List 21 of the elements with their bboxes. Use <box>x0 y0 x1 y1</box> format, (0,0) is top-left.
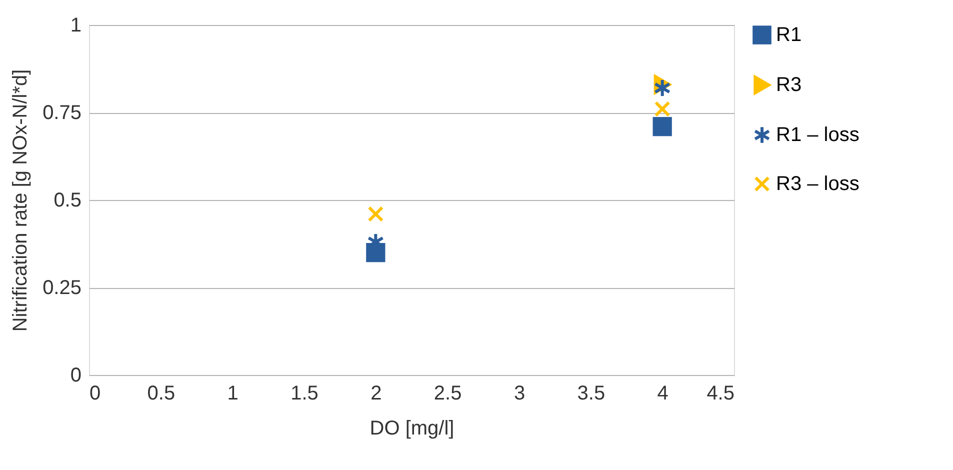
y-tick-label: 1 <box>70 14 82 36</box>
legend-label: R1 <box>776 24 802 46</box>
x-tick-label: 1.5 <box>290 382 318 404</box>
y-tick-label: 0 <box>70 364 82 386</box>
y-tick-label: 0.75 <box>42 102 82 124</box>
x-tick-label: 3.5 <box>577 382 606 404</box>
x-tick-label: 2.5 <box>434 382 462 404</box>
x-tick-label: 0 <box>90 382 101 404</box>
x-tick-label: 4 <box>657 382 668 404</box>
x-tick-label: 4.5 <box>706 382 734 404</box>
y-tick-label: 0.25 <box>42 277 82 299</box>
x-axis-title: DO [mg/l] <box>370 418 454 440</box>
x-tick-label: 1 <box>227 382 238 404</box>
legend-label: R3 – loss <box>776 173 860 195</box>
y-axis-title: Nitrification rate [g NOx-N/l*d] <box>10 69 32 332</box>
y-tick-label: 0.5 <box>54 190 82 212</box>
x-tick-label: 3 <box>514 382 526 404</box>
legend-label: R3 <box>776 74 802 96</box>
x-tick-label: 2 <box>370 382 382 404</box>
x-tick-label: 0.5 <box>147 382 176 404</box>
legend-label: R1 – loss <box>776 124 860 146</box>
